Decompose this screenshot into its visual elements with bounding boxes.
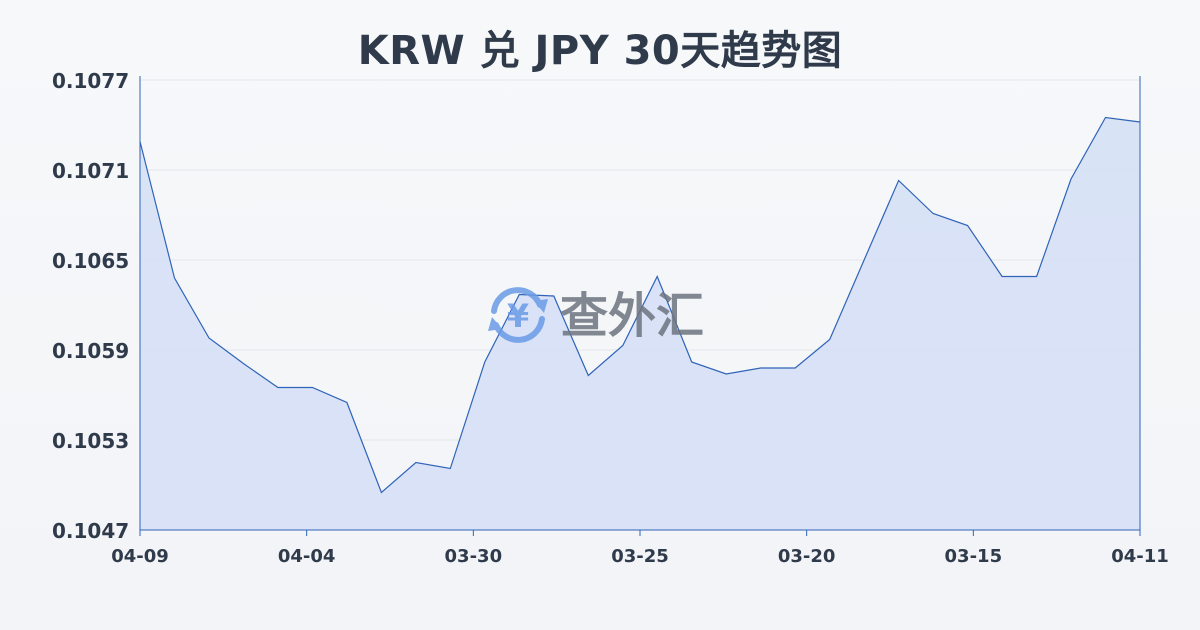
y-tick-label: 0.1071	[52, 159, 129, 183]
data-point	[242, 362, 245, 365]
series-area	[140, 117, 1140, 530]
x-tick-label: 04-09	[111, 546, 169, 567]
axes	[139, 76, 1141, 536]
data-point	[345, 401, 348, 404]
yen-glyph: ¥	[507, 297, 529, 335]
x-tick-label: 04-04	[278, 546, 336, 567]
watermark-text: 查外汇	[560, 288, 704, 344]
x-tick-label: 03-15	[945, 546, 1003, 567]
series-line	[139, 116, 1141, 494]
data-point	[276, 386, 279, 389]
data-point	[587, 374, 590, 377]
y-tick-label: 0.1059	[52, 339, 129, 363]
icon-arc-top	[491, 287, 543, 314]
y-tick-label: 0.1047	[52, 519, 129, 543]
y-tick-label: 0.1077	[52, 69, 129, 93]
data-point	[518, 293, 521, 296]
data-point	[794, 367, 797, 370]
data-point	[966, 224, 969, 227]
data-point	[690, 361, 693, 364]
data-point	[863, 259, 866, 262]
y-tick-labels: 0.1077 0.1071 0.1065 0.1059 0.1053 0.1047	[52, 69, 129, 543]
data-point	[656, 275, 659, 278]
y-tick-label: 0.1065	[52, 249, 129, 273]
data-point	[828, 338, 831, 341]
x-tick-label: 04-11	[1111, 546, 1169, 567]
data-point	[483, 361, 486, 364]
data-point	[725, 373, 728, 376]
data-point	[932, 212, 935, 215]
watermark: ¥ 查外汇	[488, 287, 704, 344]
icon-arrow-top	[534, 299, 548, 313]
data-point	[897, 179, 900, 182]
x-tick-label: 03-30	[445, 546, 503, 567]
icon-arc-bottom	[493, 316, 545, 343]
data-point	[552, 295, 555, 298]
data-point	[1001, 275, 1004, 278]
data-point	[173, 277, 176, 280]
data-point	[1070, 178, 1073, 181]
yen-exchange-icon: ¥	[488, 287, 548, 343]
data-point	[207, 337, 210, 340]
y-tick-label: 0.1053	[52, 429, 129, 453]
x-tick-labels: 04-09 04-04 03-30 03-25 03-20 03-15 04-11	[111, 546, 1169, 567]
data-point	[380, 491, 383, 494]
area-layer	[139, 116, 1141, 530]
data-point	[1104, 116, 1107, 119]
data-point	[621, 344, 624, 347]
data-point	[1035, 275, 1038, 278]
data-point	[759, 367, 762, 370]
chart-title: KRW 兑 JPY 30天趋势图	[357, 28, 843, 74]
x-tick-label: 03-20	[778, 546, 836, 567]
data-point	[414, 461, 417, 464]
data-point	[449, 467, 452, 470]
icon-arrow-bottom	[488, 317, 502, 331]
x-tick-label: 03-25	[611, 546, 669, 567]
data-point	[311, 386, 314, 389]
